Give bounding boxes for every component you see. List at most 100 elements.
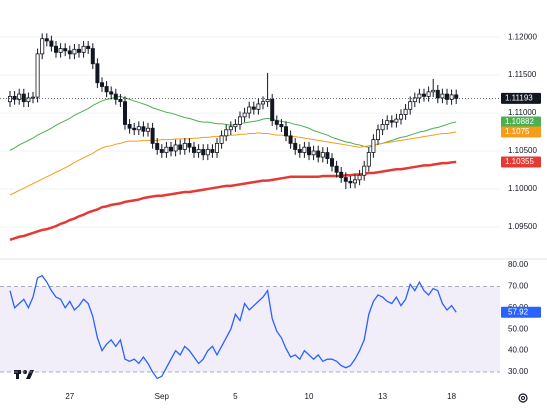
rsi-band bbox=[0, 286, 500, 373]
candle-body bbox=[224, 129, 229, 137]
candle-body bbox=[366, 152, 371, 167]
candle-body bbox=[95, 63, 100, 84]
rsi-line bbox=[9, 274, 457, 380]
candle-body bbox=[362, 165, 367, 176]
candle-body bbox=[191, 146, 196, 153]
candle-body bbox=[54, 45, 59, 53]
y-tick-label: 50.00 bbox=[508, 324, 529, 333]
candle-body bbox=[375, 129, 380, 141]
candle-body bbox=[251, 106, 256, 110]
candle-body bbox=[196, 149, 201, 153]
candle-body bbox=[329, 158, 334, 167]
candle-body bbox=[228, 126, 233, 131]
candle-body bbox=[145, 127, 150, 132]
candle-body bbox=[385, 120, 390, 125]
y-tick-label: 1.09500 bbox=[508, 222, 537, 231]
candle-body bbox=[30, 96, 35, 99]
candle-body bbox=[256, 103, 261, 110]
value-tag-box bbox=[501, 116, 541, 128]
value-tag-box bbox=[501, 156, 541, 168]
candle-body bbox=[454, 94, 459, 99]
rsi-tag-box bbox=[501, 306, 541, 318]
candle-body bbox=[283, 126, 288, 137]
rsi-tag: 57.92 bbox=[508, 307, 529, 316]
candle-body bbox=[339, 171, 344, 178]
candle-body bbox=[320, 152, 325, 158]
price-tag-box bbox=[501, 92, 541, 104]
candle-body bbox=[44, 38, 49, 42]
candle-body bbox=[279, 124, 284, 128]
candle-body bbox=[205, 149, 210, 156]
candle-body bbox=[348, 180, 353, 184]
candle-body bbox=[302, 146, 307, 153]
candle-body bbox=[316, 150, 321, 158]
candle-body bbox=[113, 93, 118, 100]
candle-body bbox=[173, 144, 178, 152]
candle-body bbox=[352, 179, 357, 184]
candle-body bbox=[187, 143, 192, 148]
candle-body bbox=[394, 118, 399, 123]
candle-body bbox=[63, 48, 68, 52]
candle-body bbox=[81, 45, 86, 53]
candle-body bbox=[214, 143, 219, 153]
y-tick-label: 70.00 bbox=[508, 282, 529, 291]
candle-body bbox=[417, 93, 422, 99]
candle-body bbox=[343, 177, 348, 182]
candle-body bbox=[104, 86, 109, 93]
candle-body bbox=[311, 150, 316, 156]
x-tick-label: 5 bbox=[233, 392, 238, 401]
price-tag: 1.11193 bbox=[505, 94, 533, 103]
candle-body bbox=[12, 95, 17, 100]
candle-body bbox=[159, 149, 164, 153]
candle-body bbox=[219, 135, 224, 144]
value-tag: 1.10355 bbox=[505, 157, 534, 166]
candle-body bbox=[49, 40, 54, 47]
candle-body bbox=[7, 95, 12, 103]
candle-body bbox=[178, 144, 183, 150]
candle-body bbox=[431, 89, 436, 93]
candle-body bbox=[201, 149, 206, 156]
candle-body bbox=[389, 120, 394, 123]
y-tick-label: 1.10500 bbox=[508, 146, 537, 155]
candle-body bbox=[265, 99, 270, 103]
candle-body bbox=[182, 143, 187, 150]
x-tick-label: 18 bbox=[447, 392, 456, 401]
candle-body bbox=[67, 50, 72, 55]
candle-body bbox=[90, 48, 95, 65]
candle-body bbox=[141, 126, 146, 132]
y-tick-label: 1.11500 bbox=[508, 70, 537, 79]
candle-body bbox=[357, 174, 362, 181]
x-tick-label: 10 bbox=[305, 392, 314, 401]
candle-body bbox=[100, 82, 105, 87]
candle-body bbox=[403, 108, 408, 115]
candle-body bbox=[26, 97, 31, 103]
candle-body bbox=[306, 146, 311, 156]
candle-body bbox=[274, 120, 279, 125]
candle-body bbox=[237, 116, 242, 125]
candle-body bbox=[398, 114, 403, 120]
candle-body bbox=[440, 93, 445, 99]
candle-body bbox=[334, 165, 339, 173]
candle-body bbox=[288, 135, 293, 144]
candle-body bbox=[435, 89, 440, 99]
candle-body bbox=[155, 143, 160, 150]
candle-body bbox=[426, 91, 431, 97]
candle-body bbox=[109, 91, 114, 95]
settings-icon[interactable] bbox=[518, 393, 528, 403]
candle-body bbox=[150, 127, 155, 144]
candle-body bbox=[86, 45, 91, 49]
candle-body bbox=[380, 124, 385, 131]
candle-body bbox=[123, 101, 128, 125]
candle-body bbox=[260, 101, 265, 105]
candle-body bbox=[21, 93, 26, 103]
moving-average-line bbox=[9, 131, 457, 196]
candle-body bbox=[72, 48, 77, 55]
candle-body bbox=[242, 112, 247, 118]
candle-body bbox=[449, 94, 454, 100]
candle-body bbox=[118, 99, 123, 103]
candle-body bbox=[233, 124, 238, 128]
candle-body bbox=[412, 97, 417, 103]
y-tick-label: 1.12000 bbox=[508, 32, 537, 41]
candle-body bbox=[35, 53, 40, 98]
candle-body bbox=[136, 126, 141, 131]
